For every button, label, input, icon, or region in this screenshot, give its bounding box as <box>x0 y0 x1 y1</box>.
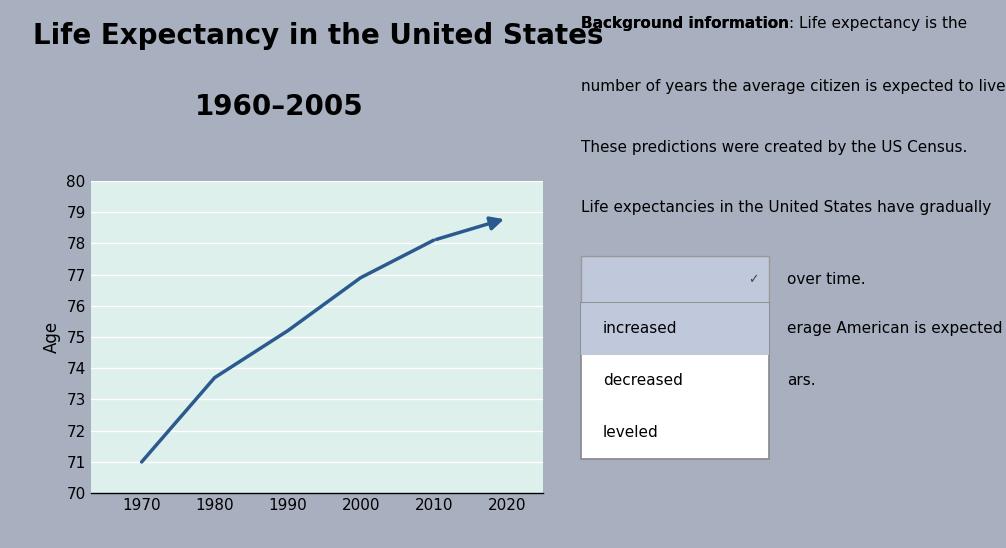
Text: increased: increased <box>603 321 678 336</box>
Text: Life expectancies in the United States have gradually: Life expectancies in the United States h… <box>580 200 991 215</box>
Text: These predictions were created by the US Census.: These predictions were created by the US… <box>580 140 967 155</box>
Text: Background information: Life expectancy is the
number of years the average citiz: Background information: Life expectancy … <box>580 16 1006 66</box>
Text: leveled: leveled <box>603 425 659 441</box>
FancyBboxPatch shape <box>580 256 769 302</box>
Text: decreased: decreased <box>603 373 683 389</box>
Text: number of years the average citizen is expected to live.: number of years the average citizen is e… <box>580 79 1006 94</box>
FancyBboxPatch shape <box>580 302 769 459</box>
Text: Life Expectancy in the United States: Life Expectancy in the United States <box>33 22 604 50</box>
Text: ars.: ars. <box>787 373 815 389</box>
Text: Background information: Background information <box>580 16 789 31</box>
Text: Background information: Background information <box>580 16 789 31</box>
FancyBboxPatch shape <box>580 302 769 355</box>
Y-axis label: Age: Age <box>42 321 60 353</box>
Text: erage American is expected to live for: erage American is expected to live for <box>787 321 1006 336</box>
Text: over time.: over time. <box>787 272 865 287</box>
Text: ✓: ✓ <box>747 273 759 286</box>
Text: 1960–2005: 1960–2005 <box>195 93 363 121</box>
Text: : Life expectancy is the: : Life expectancy is the <box>789 16 967 31</box>
